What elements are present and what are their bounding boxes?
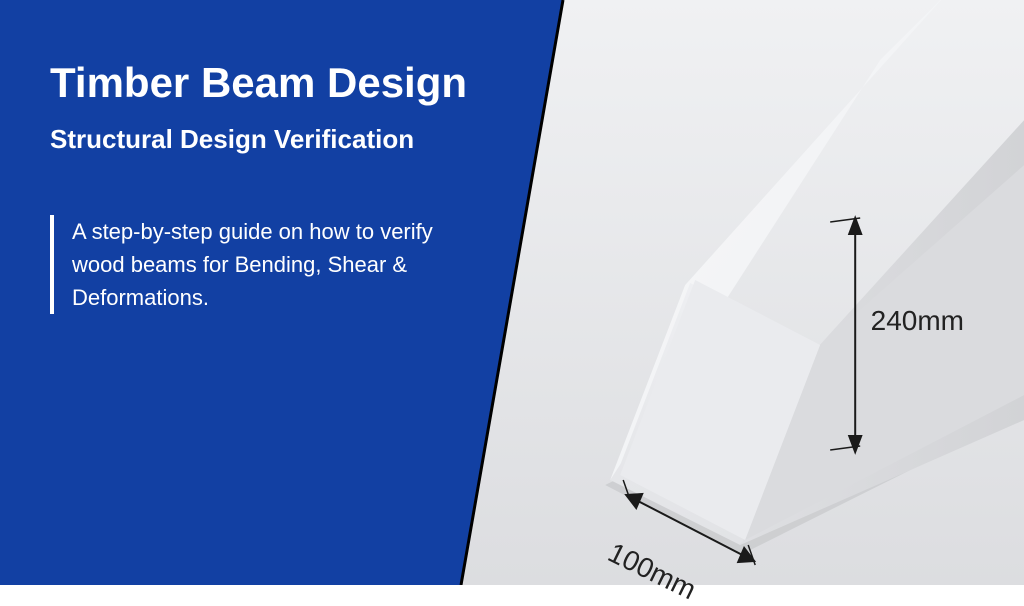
diagonal-divider	[0, 0, 1024, 585]
banner-container: 240mm 100mm Timber Beam Design Structura…	[0, 0, 1024, 585]
